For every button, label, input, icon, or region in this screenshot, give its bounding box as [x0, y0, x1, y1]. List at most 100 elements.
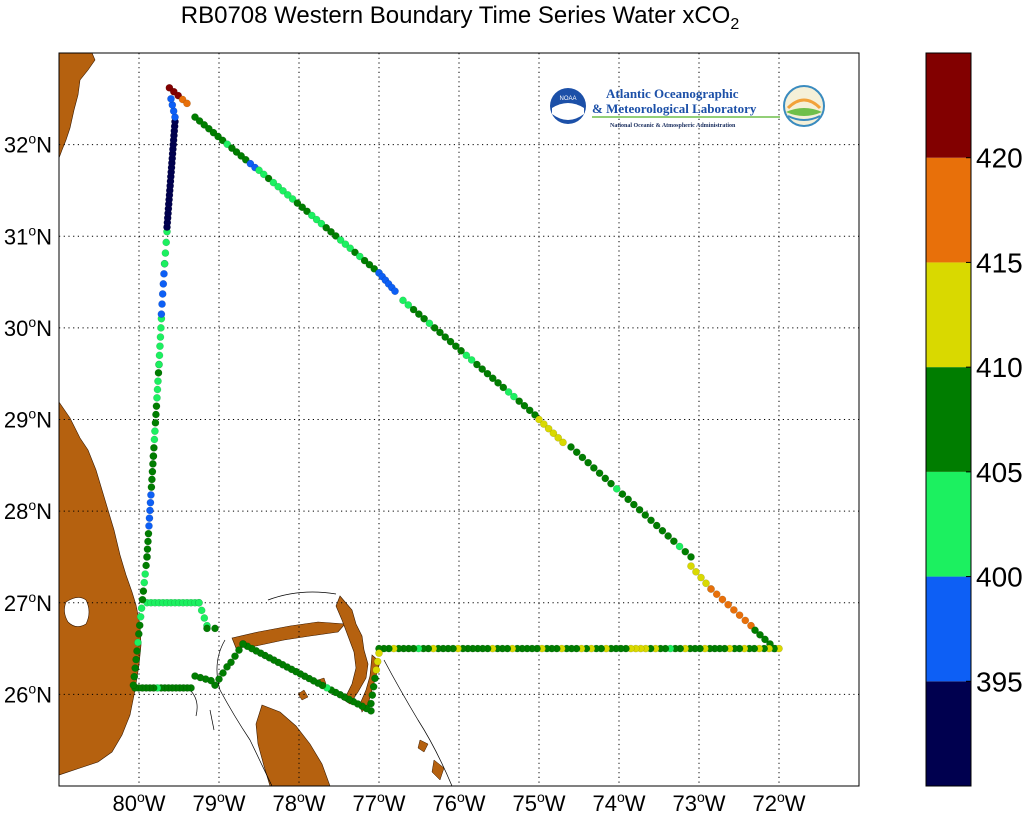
- track-point: [618, 490, 627, 498]
- track-point: [264, 174, 273, 183]
- track-point: [499, 383, 508, 392]
- track-point: [159, 280, 168, 288]
- track-point: [730, 606, 738, 614]
- lat-tick-label: 31oN: [4, 222, 52, 249]
- track-point: [151, 427, 159, 435]
- track-point: [162, 238, 170, 247]
- lat-tick-label: 30oN: [4, 314, 52, 341]
- track-point: [146, 498, 155, 507]
- colorbar-labels: 395 400 405 410 415 420: [966, 143, 1023, 697]
- track-point: [144, 537, 152, 546]
- track-point: [430, 324, 439, 332]
- track-point: [559, 438, 567, 447]
- noaa-badge-text: NOAA: [559, 96, 576, 102]
- track-point: [520, 401, 529, 410]
- andros-island: [255, 704, 331, 786]
- track-point: [167, 95, 175, 103]
- track-point: [702, 579, 710, 588]
- track-point: [152, 402, 161, 410]
- track-point: [478, 365, 487, 373]
- track-point: [157, 310, 166, 318]
- track-point: [624, 495, 632, 504]
- track-point: [197, 606, 206, 615]
- track-point: [143, 545, 152, 553]
- track-point: [317, 219, 326, 228]
- track-point: [158, 300, 166, 308]
- track-point: [134, 638, 142, 647]
- track-point: [131, 664, 140, 672]
- page-title: RB0708 Western Boundary Time Series Wate…: [0, 2, 920, 34]
- track-point: [132, 655, 140, 664]
- track-point: [360, 256, 369, 265]
- track-point: [372, 666, 381, 674]
- track-point: [153, 394, 161, 402]
- track-point: [692, 568, 700, 576]
- seal-wave-icon: [787, 115, 821, 121]
- track-point: [148, 467, 157, 476]
- lake-okeechobee: [64, 597, 90, 627]
- track-point: [135, 630, 143, 638]
- lat-tick-label: 29oN: [4, 406, 52, 433]
- track-point: [567, 443, 575, 451]
- track-point: [712, 590, 721, 599]
- track-point: [351, 248, 359, 257]
- colorbar-band: [926, 53, 971, 158]
- colorbar-tick-label: 415: [976, 247, 1023, 278]
- track-point: [154, 377, 162, 385]
- lon-tick-label: 78oW: [272, 789, 325, 816]
- track-point: [425, 319, 434, 328]
- colorbar: [925, 52, 972, 787]
- track-point: [724, 600, 732, 609]
- track-point: [331, 232, 340, 240]
- track-point: [420, 314, 428, 323]
- colorbar-frame: [925, 52, 972, 787]
- lon-tick-label: 76oW: [432, 789, 485, 816]
- lat-tick-label: 26oN: [4, 680, 52, 707]
- logo-line2: & Meteorological Laboratory: [592, 101, 757, 116]
- track-point: [457, 346, 465, 355]
- track-point: [572, 448, 581, 457]
- track-point: [391, 287, 399, 296]
- track-point: [462, 351, 471, 360]
- track-point: [135, 621, 144, 630]
- logo-line1: Atlantic Oceanographic: [606, 86, 739, 101]
- track-point: [681, 547, 690, 556]
- small-cays: [297, 677, 445, 781]
- aoml-logo: NOAA Atlantic Oceanographic & Meteorolog…: [550, 85, 825, 129]
- track-point: [675, 542, 684, 551]
- colorbar-tick-label: 400: [976, 562, 1023, 593]
- track-point: [215, 675, 223, 683]
- track-point: [494, 379, 502, 387]
- track-point: [658, 526, 667, 535]
- track-point: [544, 424, 553, 433]
- colorbar-tick-label: 420: [976, 143, 1023, 174]
- track-point: [595, 469, 604, 477]
- title-subscript: 2: [730, 15, 740, 33]
- track-point: [147, 491, 155, 499]
- track-point: [367, 699, 375, 708]
- track-point: [143, 553, 151, 561]
- track-point: [630, 500, 638, 509]
- track-point: [751, 626, 759, 635]
- lon-tick-label: 74oW: [592, 789, 645, 816]
- track-point: [322, 223, 331, 232]
- lon-tick-label: 79oW: [192, 789, 245, 816]
- track-point: [718, 595, 727, 604]
- track-point: [327, 228, 335, 236]
- track-point: [146, 506, 154, 515]
- track-point: [161, 249, 170, 257]
- track-point: [255, 166, 263, 175]
- colorbar-band: [926, 471, 971, 577]
- track-point: [346, 244, 355, 253]
- lat-tick-label: 27oN: [4, 589, 52, 616]
- track-point: [279, 187, 287, 195]
- lat-tick-label: 28oN: [4, 497, 52, 524]
- title-text: RB0708 Western Boundary Time Series Wate…: [180, 2, 731, 29]
- track-point: [365, 260, 374, 269]
- lon-tick-label: 80oW: [112, 789, 165, 816]
- track-point: [525, 406, 534, 415]
- track-point: [473, 360, 481, 369]
- track-point: [129, 681, 138, 690]
- track-point: [156, 333, 165, 341]
- grid-layer: [59, 53, 859, 786]
